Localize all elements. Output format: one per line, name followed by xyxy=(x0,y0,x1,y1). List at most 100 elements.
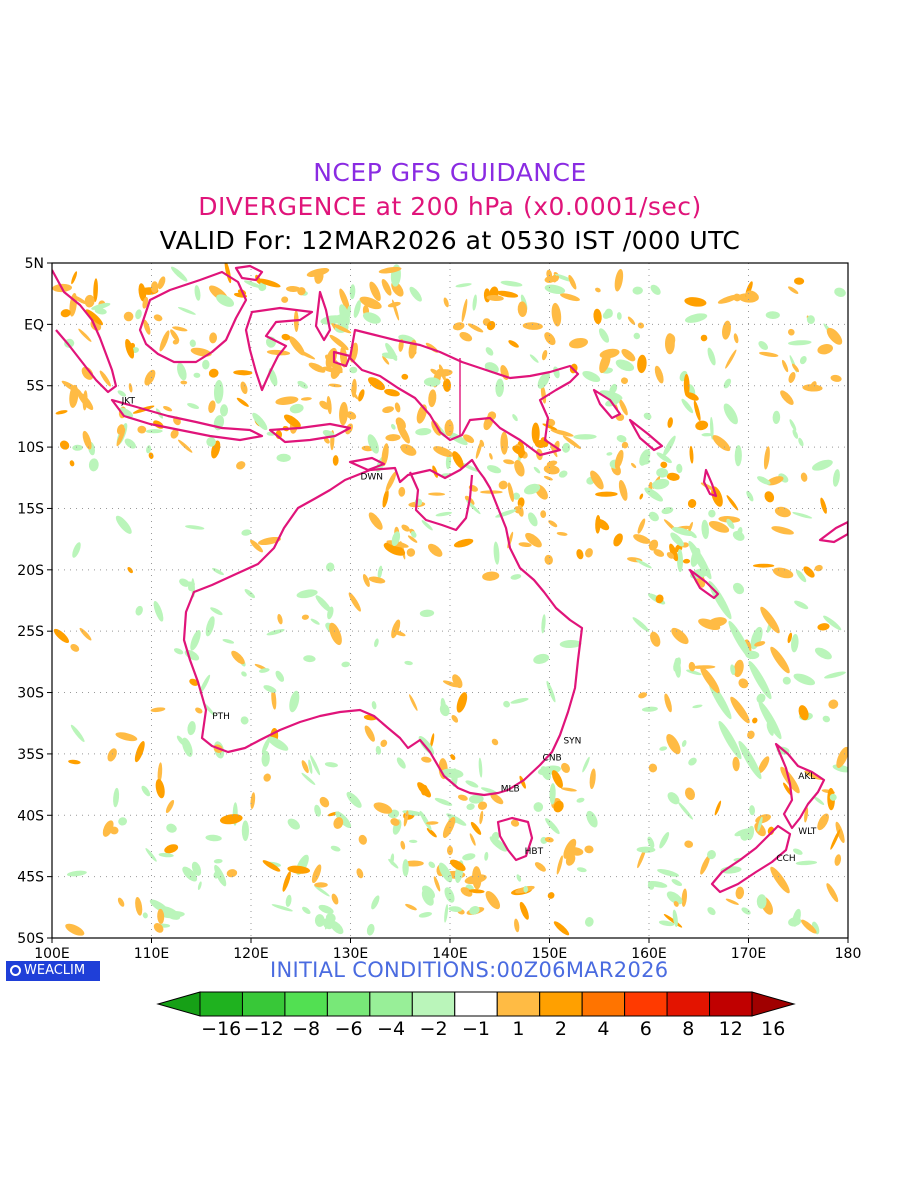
divergence-positive-cell xyxy=(339,288,350,311)
divergence-positive-cell xyxy=(350,389,359,400)
divergence-negative-cell xyxy=(495,378,505,397)
divergence-positive-cell xyxy=(233,370,253,376)
colorbar-segment xyxy=(411,991,456,1017)
colorbar-label: −12 xyxy=(243,1018,284,1040)
divergence-negative-cell xyxy=(212,567,224,576)
divergence-positive-cell xyxy=(329,334,349,351)
divergence-negative-cell xyxy=(730,664,736,676)
divergence-positive-cell xyxy=(695,420,709,431)
divergence-negative-cell xyxy=(667,792,680,805)
divergence-positive-cell xyxy=(760,606,780,634)
divergence-positive-cell xyxy=(403,810,409,827)
divergence-positive-cell xyxy=(613,533,623,547)
divergence-negative-cell xyxy=(659,746,668,751)
divergence-positive-cell xyxy=(614,268,624,292)
divergence-negative-cell xyxy=(267,736,289,751)
divergence-negative-cell xyxy=(512,492,520,500)
divergence-negative-cell xyxy=(726,518,735,529)
divergence-positive-cell xyxy=(209,332,218,344)
divergence-positive-cell xyxy=(208,400,216,414)
divergence-positive-cell xyxy=(287,865,311,874)
divergence-positive-cell xyxy=(381,443,389,467)
divergence-positive-cell xyxy=(560,787,577,792)
divergence-positive-cell xyxy=(397,422,410,444)
coastline-sumatra xyxy=(52,269,118,394)
divergence-positive-cell xyxy=(798,705,809,721)
divergence-negative-cell xyxy=(153,600,164,622)
coastlines xyxy=(52,264,848,894)
divergence-positive-cell xyxy=(407,535,418,543)
colorbar xyxy=(156,991,796,1017)
divergence-negative-cell xyxy=(615,359,635,372)
coastline-borneo xyxy=(138,270,248,364)
divergence-negative-cell xyxy=(118,407,134,418)
divergence-positive-cell xyxy=(653,549,665,557)
divergence-positive-cell xyxy=(475,440,483,459)
divergence-negative-cell xyxy=(117,390,127,397)
coastline-nz-south xyxy=(710,824,792,894)
divergence-negative-cell xyxy=(792,429,799,439)
divergence-negative-cell xyxy=(758,341,768,350)
lat-tick-label: EQ xyxy=(24,317,44,333)
divergence-positive-cell xyxy=(459,331,473,342)
divergence-positive-cell xyxy=(177,439,193,453)
divergence-positive-cell xyxy=(669,543,679,562)
divergence-negative-cell xyxy=(510,697,529,704)
divergence-positive-cell xyxy=(157,762,163,784)
divergence-negative-cell xyxy=(823,615,842,631)
divergence-positive-cell xyxy=(180,380,188,385)
divergence-positive-cell xyxy=(391,629,406,637)
divergence-negative-cell xyxy=(832,469,840,487)
divergence-positive-cell xyxy=(801,919,817,934)
divergence-positive-cell xyxy=(766,476,784,486)
divergence-negative-cell xyxy=(314,804,322,817)
divergence-positive-cell xyxy=(468,485,479,492)
divergence-positive-cell xyxy=(648,763,658,773)
divergence-negative-cell xyxy=(692,704,703,709)
divergence-positive-cell xyxy=(322,366,343,374)
divergence-negative-cell xyxy=(788,340,812,346)
divergence-negative-cell xyxy=(671,879,683,887)
divergence-negative-cell xyxy=(604,308,613,318)
divergence-positive-cell xyxy=(561,762,570,773)
lat-tick-label: 45S xyxy=(17,870,44,886)
weaclim-logo: WEACLIM xyxy=(6,961,100,981)
divergence-negative-cell xyxy=(582,756,590,773)
city-label-cnb: CNB xyxy=(543,754,562,764)
divergence-negative-cell xyxy=(415,428,432,436)
divergence-negative-cell xyxy=(428,861,436,869)
divergence-negative-cell xyxy=(70,724,85,743)
divergence-positive-cell xyxy=(93,278,98,302)
divergence-negative-cell xyxy=(441,768,464,779)
divergence-positive-cell xyxy=(359,296,382,310)
divergence-positive-cell xyxy=(85,309,104,326)
divergence-negative-cell xyxy=(371,895,380,910)
divergence-positive-cell xyxy=(159,330,170,352)
divergence-positive-cell xyxy=(522,322,543,330)
divergence-negative-cell xyxy=(205,616,215,637)
colorbar-label: −8 xyxy=(292,1018,321,1040)
divergence-positive-cell xyxy=(834,854,842,866)
colorbar-label: 16 xyxy=(761,1018,786,1040)
divergence-negative-cell xyxy=(811,459,833,471)
colorbar-label: 12 xyxy=(718,1018,743,1040)
divergence-positive-cell xyxy=(358,389,365,402)
divergence-negative-cell xyxy=(748,660,772,700)
divergence-negative-cell xyxy=(478,757,483,778)
divergence-negative-cell xyxy=(758,700,782,740)
divergence-negative-cell xyxy=(533,802,544,812)
divergence-positive-cell xyxy=(452,451,464,469)
divergence-positive-cell xyxy=(788,372,796,383)
divergence-positive-cell xyxy=(266,349,291,356)
lat-tick-label: 20S xyxy=(17,563,44,579)
divergence-negative-cell xyxy=(213,858,223,864)
divergence-positive-cell xyxy=(547,892,555,899)
divergence-positive-cell xyxy=(820,497,827,514)
divergence-negative-cell xyxy=(782,676,791,685)
divergence-positive-cell xyxy=(65,923,85,936)
divergence-positive-cell xyxy=(730,696,750,724)
colorbar-segment xyxy=(666,991,711,1017)
divergence-positive-cell xyxy=(546,269,553,280)
divergence-negative-cell xyxy=(681,740,687,747)
divergence-negative-cell xyxy=(609,383,618,395)
